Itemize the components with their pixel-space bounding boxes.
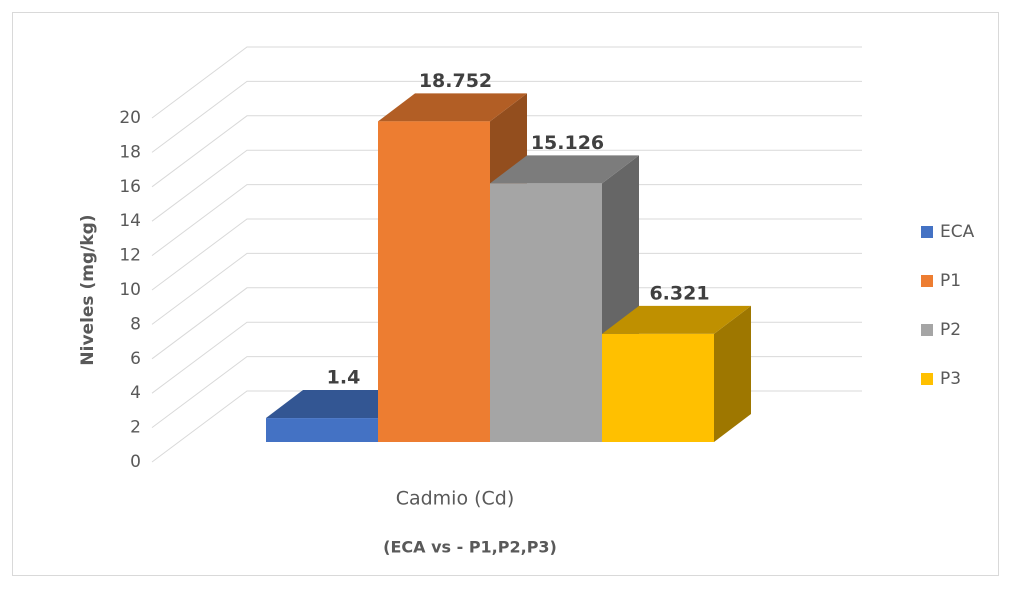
- legend-label: P1: [940, 271, 961, 291]
- y-tick-label: 12: [119, 246, 141, 266]
- legend-swatch: [921, 226, 933, 238]
- data-label: 18.752: [419, 70, 492, 92]
- y-tick-label: 16: [119, 177, 141, 197]
- data-label: 6.321: [649, 282, 709, 304]
- bar: [602, 333, 714, 442]
- legend-label: P2: [940, 320, 961, 340]
- y-tick-label: 18: [119, 142, 141, 162]
- bar-top: [602, 305, 751, 334]
- y-tick-label: 0: [130, 452, 141, 472]
- bar: [266, 418, 378, 442]
- grid-line: [151, 80, 862, 153]
- x-axis-subtitle: (ECA vs - P1,P2,P3): [383, 538, 557, 557]
- y-tick-label: 2: [130, 418, 141, 438]
- legend-swatch: [921, 373, 933, 385]
- y-axis-title: Niveles (mg/kg): [78, 214, 98, 365]
- y-tick-label: 10: [119, 280, 141, 300]
- x-tick-label: Cadmio (Cd): [396, 488, 515, 510]
- grid-line: [151, 184, 862, 257]
- y-tick-label: 6: [130, 349, 141, 369]
- grid-line: [151, 287, 862, 360]
- grid-line: [151, 218, 862, 291]
- grid-line: [151, 46, 862, 119]
- data-label: 1.4: [327, 367, 361, 389]
- y-tick-label: 20: [119, 108, 141, 128]
- grid-line: [151, 252, 862, 325]
- bar-top: [266, 390, 415, 419]
- y-tick-label: 14: [119, 211, 141, 231]
- data-label: 15.126: [531, 132, 604, 154]
- bar: [378, 121, 490, 443]
- y-tick-label: 8: [130, 314, 141, 334]
- legend-label: P3: [940, 369, 961, 389]
- bar-top: [490, 155, 639, 184]
- bar-side: [714, 305, 751, 442]
- legend-swatch: [921, 275, 933, 287]
- y-tick-label: 4: [130, 383, 141, 403]
- bar: [490, 183, 602, 442]
- legend-label: ECA: [940, 222, 975, 242]
- grid-line: [151, 149, 862, 222]
- legend-swatch: [921, 324, 933, 336]
- bar-top: [378, 93, 527, 122]
- grid-line: [151, 115, 862, 188]
